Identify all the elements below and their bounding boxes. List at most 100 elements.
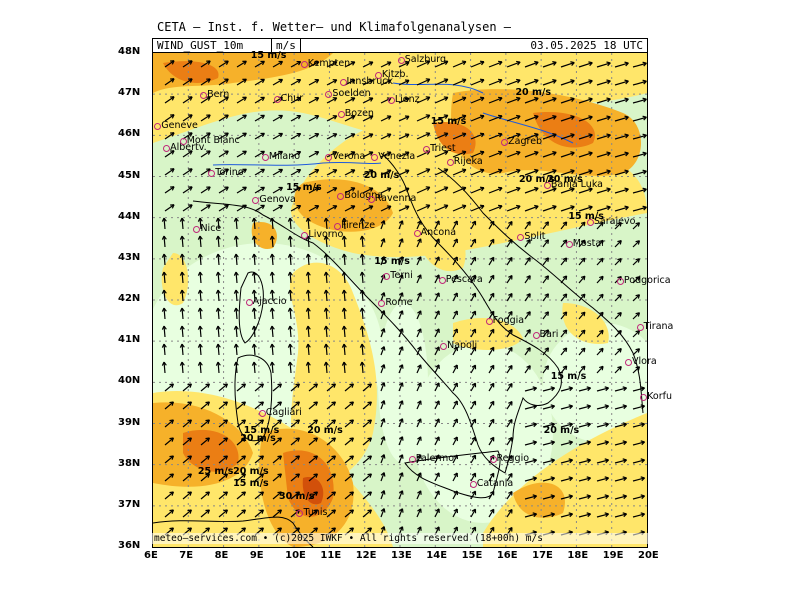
city-label: Mont Blanc [186, 135, 240, 147]
arrow-icon [380, 61, 392, 68]
city-label: Bozen [344, 107, 374, 119]
arrow-icon [380, 400, 386, 410]
arrow-icon [416, 60, 431, 68]
arrow-icon [254, 491, 264, 500]
arrow-icon [632, 366, 641, 374]
arrow-icon [614, 476, 628, 482]
arrow-icon [182, 419, 192, 428]
arrow-icon [251, 217, 257, 230]
isotach-label: 20 m/s [515, 87, 551, 99]
arrow-icon [341, 307, 347, 320]
arrow-icon [272, 455, 282, 464]
arrow-icon [596, 221, 604, 230]
arrow-icon [164, 60, 175, 68]
arrow-icon [398, 79, 410, 86]
arrow-icon [218, 509, 228, 518]
arrow-icon [614, 347, 622, 356]
arrow-icon [542, 221, 550, 230]
arrow-icon [614, 115, 629, 122]
arrow-icon [506, 204, 521, 212]
city-label: Bari [539, 329, 559, 341]
arrow-icon [470, 508, 477, 518]
arrow-icon [416, 490, 422, 500]
arrow-icon [488, 168, 503, 176]
longitude-label: 12E [355, 550, 377, 561]
arrow-icon [164, 491, 174, 500]
city-label: Tunis [303, 507, 328, 519]
arrow-icon [344, 169, 356, 176]
arrow-icon [596, 257, 604, 266]
arrow-icon [362, 491, 372, 500]
arrow-icon [614, 169, 629, 176]
arrow-icon [560, 133, 575, 140]
longitude-label: 6E [144, 550, 158, 561]
arrow-icon [506, 96, 521, 104]
arrow-icon [254, 455, 264, 464]
arrow-icon [560, 404, 574, 410]
arrow-icon [614, 458, 628, 464]
city-marker-icon [489, 456, 497, 464]
arrow-icon [380, 169, 392, 176]
city-label: Bern [207, 89, 230, 101]
arrow-icon [272, 401, 282, 410]
city-label: Venezia [378, 151, 416, 163]
arrow-icon [542, 239, 550, 248]
arrow-icon [341, 325, 347, 338]
arrow-icon [398, 382, 404, 392]
arrow-icon [236, 473, 246, 482]
arrow-icon [524, 96, 539, 104]
arrow-icon [542, 97, 557, 104]
arrow-icon [344, 473, 354, 482]
city-marker-icon [387, 97, 395, 105]
arrow-icon [269, 289, 275, 302]
city-marker-icon [378, 300, 386, 308]
arrow-icon [182, 509, 192, 518]
arrow-icon [488, 238, 495, 248]
arrow-icon [290, 150, 302, 158]
arrow-icon [200, 60, 211, 68]
arrow-icon [560, 205, 575, 212]
arrow-icon [470, 400, 477, 410]
city-label: Podgorica [623, 274, 671, 286]
arrow-icon [542, 458, 556, 464]
arrow-icon [506, 436, 513, 446]
arrow-icon [272, 383, 282, 392]
arrow-icon [632, 404, 646, 410]
arrow-icon [272, 132, 284, 140]
arrow-icon [542, 512, 556, 518]
arrow-icon [632, 115, 647, 122]
arrow-icon [578, 205, 593, 212]
city-marker-icon [408, 455, 416, 463]
arrow-icon [470, 150, 485, 158]
arrow-icon [632, 276, 641, 284]
arrow-icon [380, 220, 386, 230]
arrow-icon [218, 168, 229, 176]
arrow-icon [596, 61, 611, 68]
arrow-icon [398, 61, 410, 68]
arrow-icon [578, 404, 592, 410]
arrow-icon [179, 253, 185, 266]
arrow-icon [470, 274, 477, 284]
arrow-icon [233, 235, 239, 248]
arrow-icon [344, 455, 354, 464]
arrow-icon [560, 221, 568, 230]
arrow-icon [215, 235, 221, 248]
arrow-icon [632, 494, 646, 500]
city-marker-icon [640, 393, 648, 401]
arrow-icon [218, 401, 228, 410]
arrow-icon [632, 222, 641, 230]
city-label: Firenze [341, 220, 376, 232]
arrow-icon [308, 491, 318, 500]
arrow-icon [305, 343, 311, 356]
arrow-icon [398, 274, 404, 284]
arrow-icon [269, 253, 275, 266]
arrow-icon [164, 204, 175, 212]
arrow-icon [434, 204, 449, 212]
city-label: Verona [332, 151, 366, 163]
arrow-icon [596, 79, 611, 86]
arrow-icon [308, 79, 320, 86]
arrow-icon [524, 494, 538, 500]
arrow-icon [452, 114, 467, 122]
arrow-icon [452, 508, 458, 518]
arrow-icon [614, 61, 629, 68]
